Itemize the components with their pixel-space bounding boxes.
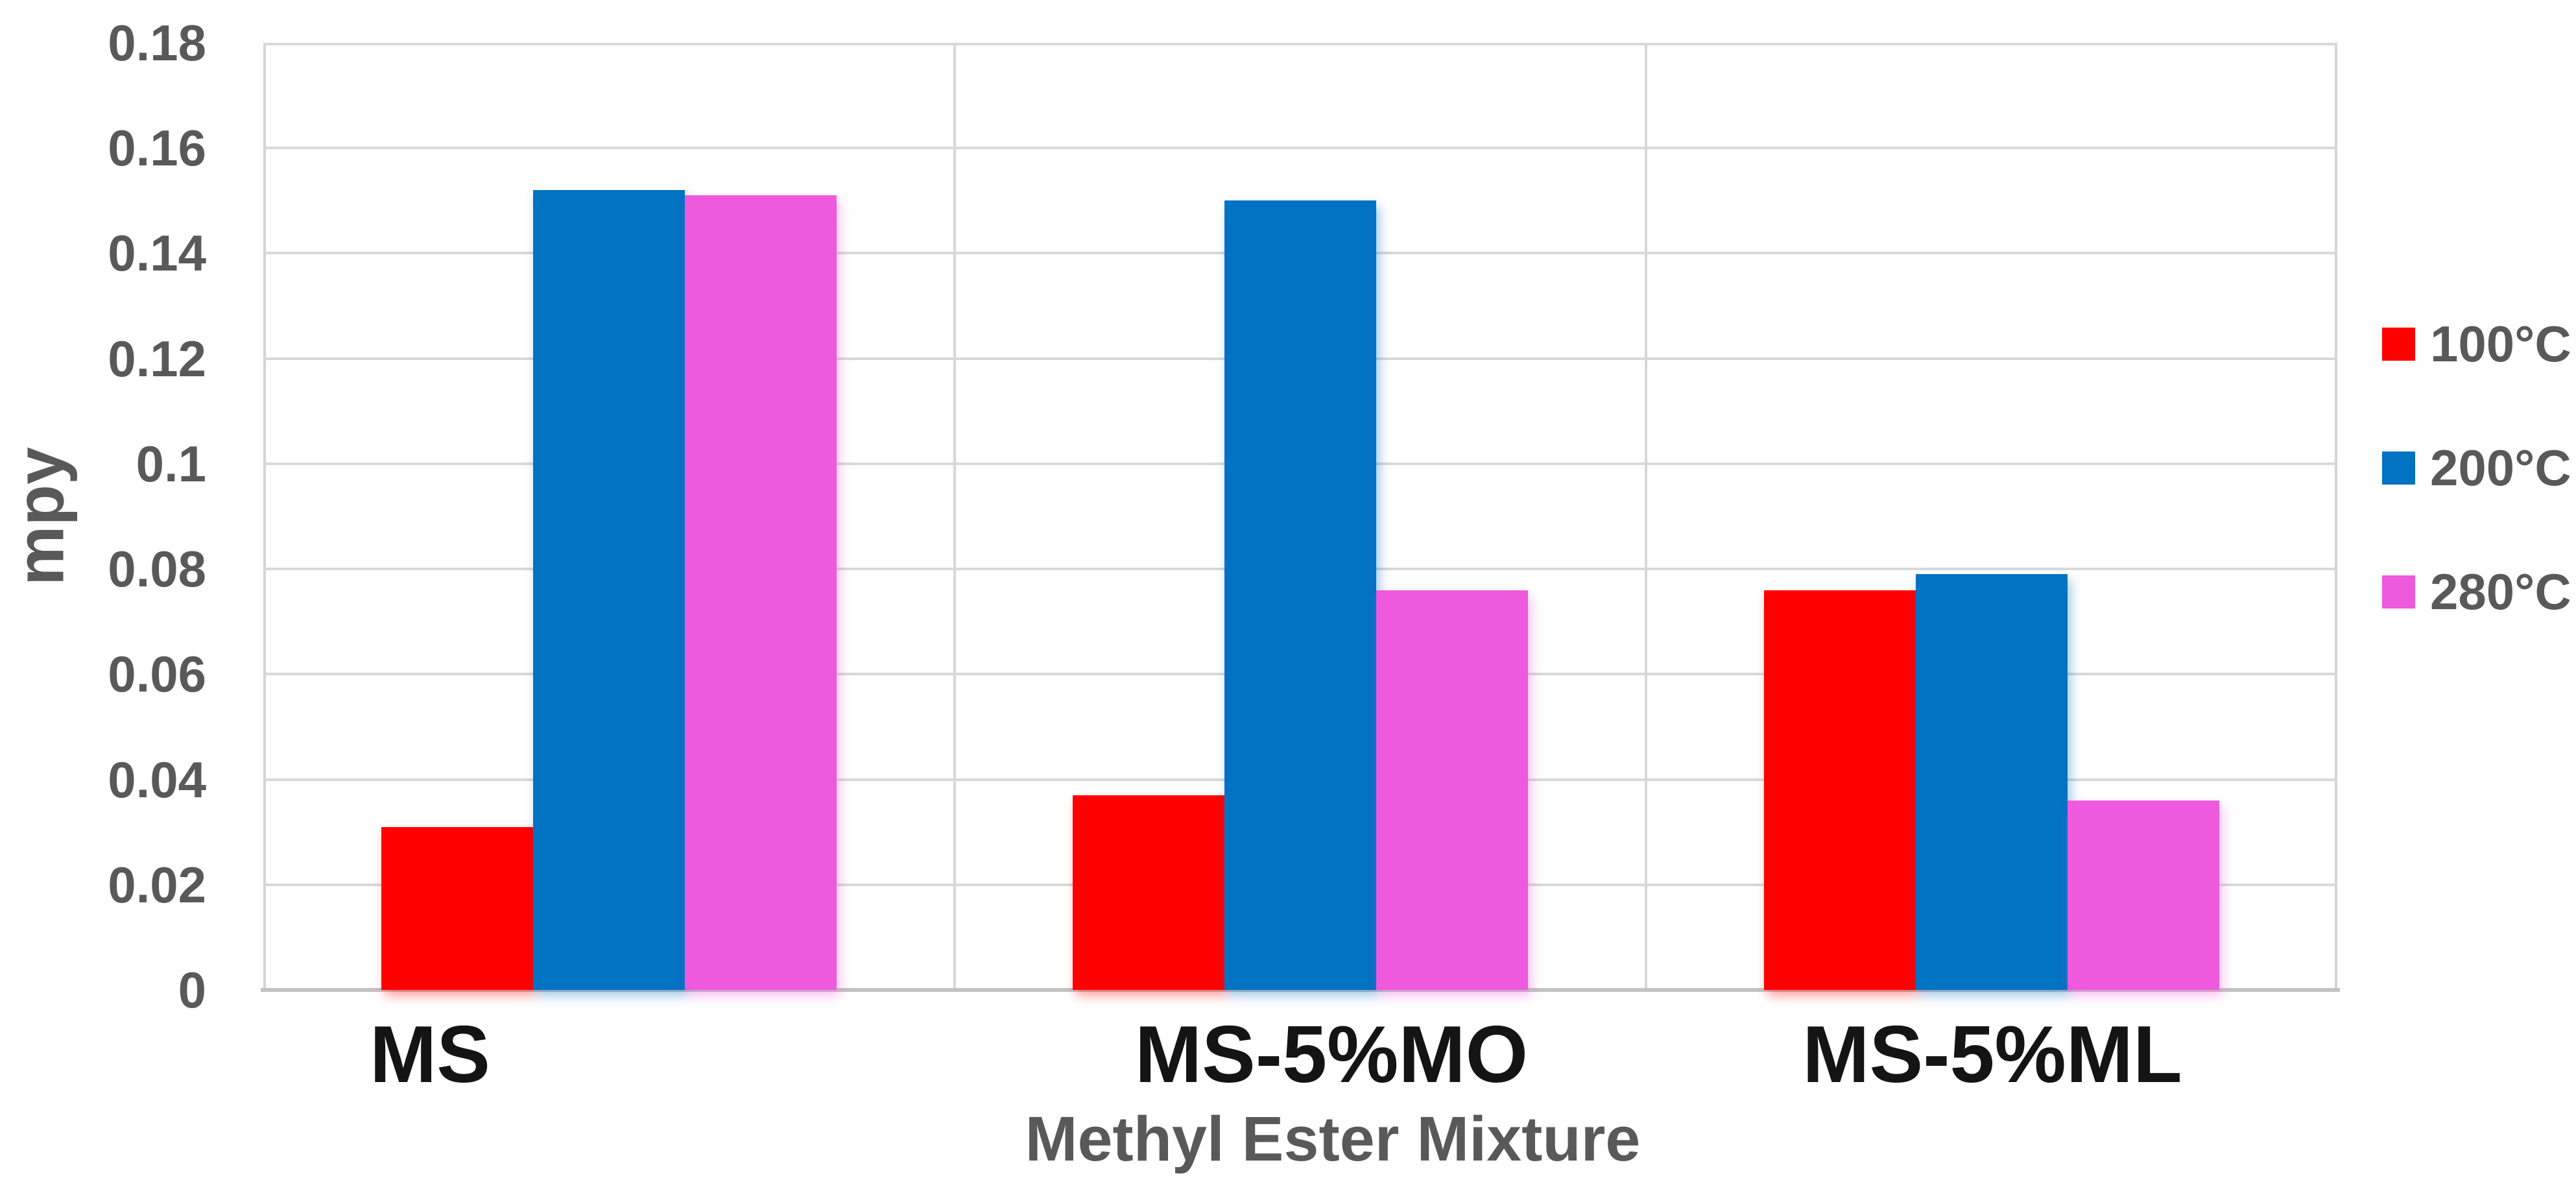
bar-ms5ml-100c xyxy=(1764,590,1916,990)
x-category-label-ms5ml: MS-5%ML xyxy=(1802,1010,2182,1100)
x-axis-title: Methyl Ester Mixture xyxy=(1025,1103,1641,1174)
gridline-0.16 xyxy=(263,147,2337,150)
category-divider xyxy=(953,43,956,990)
bar-ms5ml-280c xyxy=(2068,801,2219,990)
legend-label-100c: 100°C xyxy=(2430,315,2571,372)
gridline-0.18 xyxy=(263,43,2337,45)
x-category-label-ms: MS xyxy=(370,1010,490,1100)
y-tick-label-0.1: 0.1 xyxy=(136,435,206,492)
legend-swatch-280c xyxy=(2382,575,2415,608)
y-tick-label-0.04: 0.04 xyxy=(108,751,206,808)
bar-ms5mo-200c xyxy=(1224,200,1376,990)
legend-entry-100c: 100°C xyxy=(2382,313,2571,375)
legend-entry-200c: 200°C xyxy=(2382,437,2571,499)
y-tick-label-0.14: 0.14 xyxy=(108,224,206,282)
y-tick-label-0.06: 0.06 xyxy=(108,645,206,703)
y-tick-label-0: 0 xyxy=(178,961,206,1018)
y-tick-label-0.02: 0.02 xyxy=(108,856,206,913)
category-divider xyxy=(1645,43,1647,990)
plot-area xyxy=(261,43,2340,992)
legend-swatch-200c xyxy=(2382,451,2415,485)
x-category-label-ms5mo: MS-5%MO xyxy=(1134,1010,1529,1100)
bar-ms-100c xyxy=(381,826,533,990)
x-axis-line xyxy=(261,988,2340,992)
bar-ms5mo-100c xyxy=(1073,795,1224,990)
legend-label-200c: 200°C xyxy=(2430,439,2571,496)
bar-ms-200c xyxy=(533,190,685,990)
y-tick-label-0.08: 0.08 xyxy=(108,540,206,598)
bar-ms5mo-280c xyxy=(1376,590,1528,990)
bar-ms-280c xyxy=(685,195,837,990)
y-tick-label-0.16: 0.16 xyxy=(108,119,206,177)
y-tick-label-0.12: 0.12 xyxy=(108,330,206,387)
y-tick-label-0.18: 0.18 xyxy=(108,14,206,71)
legend-label-280c: 280°C xyxy=(2430,562,2571,620)
legend-entry-280c: 280°C xyxy=(2382,560,2571,623)
bar-ms5ml-200c xyxy=(1916,574,2068,990)
legend-swatch-100c xyxy=(2382,327,2415,361)
